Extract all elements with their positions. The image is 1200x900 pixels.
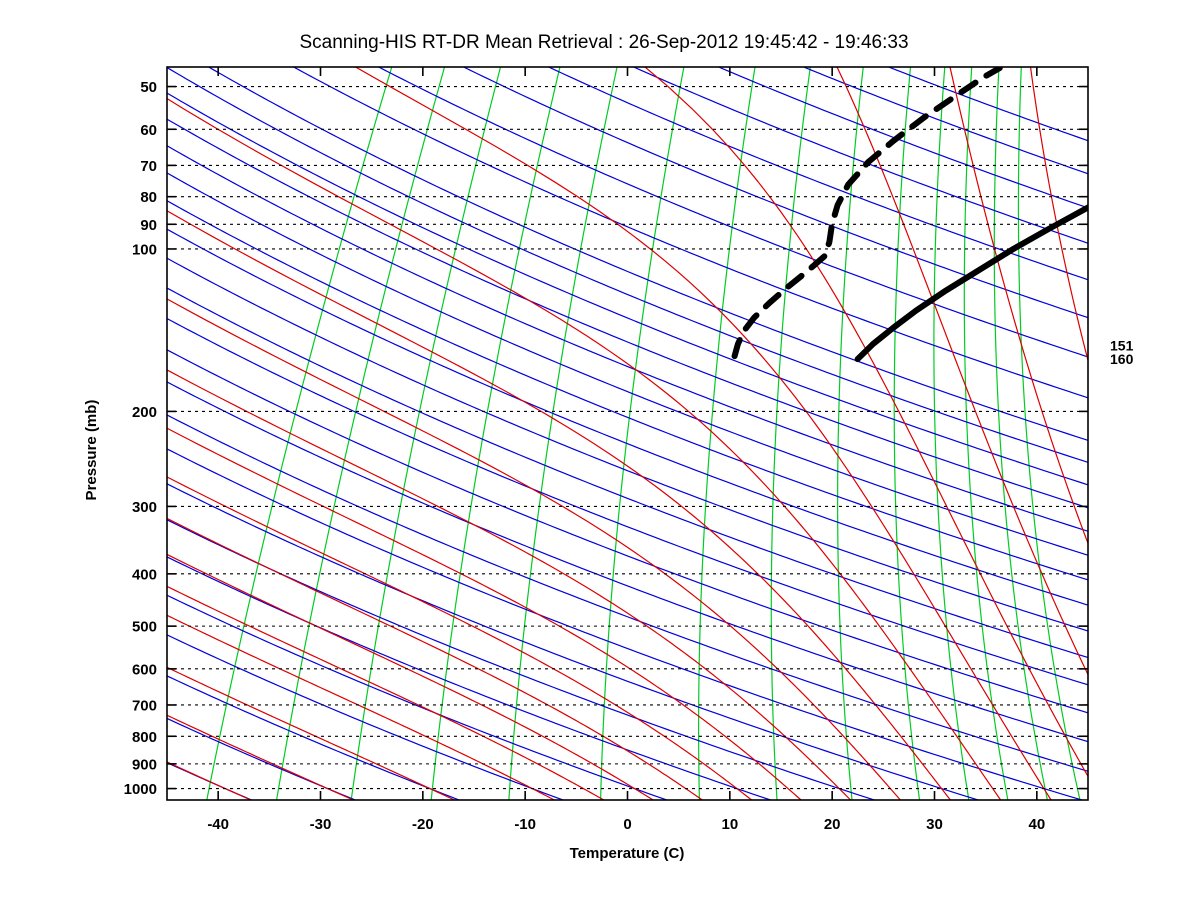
mixing-ratio-line [508,67,618,800]
dry-adiabat-line [463,67,1088,319]
x-axis-label: Temperature (C) [570,845,685,862]
x-tick-label: 40 [1028,816,1045,833]
dry-adiabat-line [167,287,1088,659]
y-tick-label: 900 [132,756,157,773]
moist-adiabat-line [167,553,655,800]
mixing-ratio-line [963,67,1009,800]
dry-adiabat-lines [167,67,1088,800]
x-tick-label: 0 [623,816,631,833]
dry-adiabat-line [167,92,1088,486]
profile-curves [731,67,1088,363]
moist-adiabat-line [836,67,1088,676]
y-tick-label: 500 [132,619,157,636]
moist-adiabat-line [167,614,556,800]
dry-adiabat-line [167,257,1088,632]
y-tick-label: 800 [132,729,157,746]
dry-adiabat-line [378,67,1088,358]
x-tick-label: 30 [926,816,943,833]
dry-adiabat-line [167,200,1088,581]
mixing-ratio-line [837,67,864,800]
temperature-profile-curve [854,204,1088,363]
moist-adiabat-line [167,427,802,800]
y-tick-label: 200 [132,404,157,421]
moist-adiabat-line [949,67,1088,546]
x-tick-label: 20 [824,816,841,833]
dry-adiabat-line [803,67,1088,175]
dewpoint-profile-curve [731,67,1003,360]
moist-adiabat-lines [167,67,1088,800]
dry-adiabat-line [888,67,1088,142]
mixing-ratio-line [1017,67,1081,800]
moist-adiabat-line [167,517,704,800]
x-tick-label: -20 [412,816,434,833]
moist-adiabat-line [354,67,1052,800]
moist-adiabat-line [167,476,753,800]
y-tick-label: 70 [140,158,157,175]
dry-adiabat-line [167,317,1088,686]
y-axis-ticks: 50 60 70 80 90 100 200 300 400 500 600 700 800 900 100… [124,79,1088,798]
moist-adiabat-line [167,97,1002,800]
dry-adiabat-line [208,67,1088,442]
mixing-ratio-line [430,67,561,800]
y-tick-label: 400 [132,566,157,583]
dry-adiabat-line [167,145,1088,532]
dry-adiabat-line [167,67,1088,464]
y-tick-label: 80 [140,189,157,206]
x-tick-label: 10 [721,816,738,833]
x-tick-label: -40 [207,816,229,833]
x-tick-label: -10 [514,816,536,833]
dry-adiabat-line [167,172,1088,556]
dry-adiabat-line [167,381,1088,743]
dry-adiabat-line [167,228,1088,606]
mixing-ratio-line [350,67,502,800]
y-tick-label: 100 [132,241,157,258]
moist-adiabat-line [167,666,456,800]
y-tick-label: 700 [132,697,157,714]
moist-adiabat-line [167,714,355,800]
dry-adiabat-line [167,118,1088,509]
y-tick-label: 1000 [124,781,157,798]
moist-adiabat-line [167,585,606,800]
dry-adiabat-line [167,483,979,800]
mixing-ratio-line [600,67,685,800]
y-axis-label: Pressure (mb) [83,400,100,501]
right-edge-pressure-label: 151 [1110,338,1134,354]
mixing-ratio-line [893,67,921,800]
mixing-ratio-line [770,67,811,800]
dry-adiabat-line [167,519,875,800]
dry-adiabat-line [167,556,772,800]
dry-adiabat-line [293,67,1088,399]
moist-adiabat-line [167,369,852,800]
moist-adiabat-line [644,67,1088,778]
right-edge-pressure-label: 160 [1110,351,1134,367]
dry-adiabat-line [167,634,564,800]
y-tick-label: 60 [140,122,157,139]
dry-adiabat-line [167,594,668,800]
page-title: Scanning-HIS RT-DR Mean Retrieval : 26-S… [299,32,908,53]
dry-adiabat-line [548,67,1088,281]
y-tick-label: 50 [140,79,157,96]
dry-adiabat-line [167,448,1083,800]
dry-adiabat-line [633,67,1088,244]
x-tick-label: -30 [310,816,332,833]
dry-adiabat-line [167,675,460,800]
moist-adiabat-line [167,298,902,800]
x-axis-ticks: -40 -30 -20 -10 0 10 20 30 40 [207,67,1045,833]
y-tick-label: 90 [140,217,157,234]
moist-adiabat-line [167,210,952,800]
y-tick-label: 600 [132,661,157,678]
dry-adiabat-line [718,67,1088,209]
dry-adiabat-line [167,414,1088,772]
y-tick-label: 300 [132,499,157,516]
